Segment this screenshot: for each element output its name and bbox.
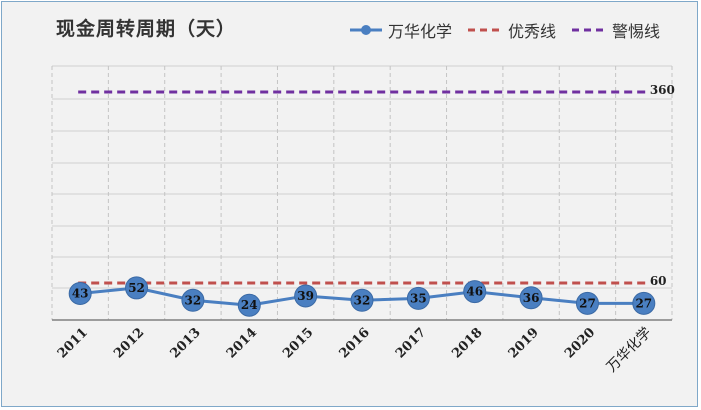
excellent-line-end-label: 60 [650, 274, 667, 288]
legend-line-marker-swatch [350, 25, 382, 35]
x-tick-label-4: 2015 [280, 325, 316, 361]
data-label-0: 43 [72, 286, 89, 300]
warning-line-end-label: 360 [650, 83, 675, 97]
data-label-4: 39 [297, 289, 314, 303]
x-tick-label-5: 2016 [337, 325, 373, 361]
data-point-2 [181, 288, 205, 312]
x-tick-label-8: 2019 [506, 325, 542, 361]
x-tick-label-2: 2013 [168, 325, 204, 361]
data-point-7 [463, 280, 487, 304]
x-tick-label-10: 万华化学 [604, 325, 655, 376]
x-tick-label-0: 2011 [55, 325, 91, 361]
data-point-0 [68, 281, 92, 305]
data-point-8 [519, 286, 543, 310]
data-point-4 [294, 284, 318, 308]
data-point-10 [632, 291, 656, 315]
data-label-8: 36 [523, 291, 540, 305]
data-label-5: 32 [354, 293, 371, 307]
chart-title: 现金周转周期（天） [56, 18, 237, 40]
x-tick-label-3: 2014 [224, 325, 260, 361]
legend-item-main-series: 万华化学 [350, 18, 452, 42]
x-tick-label-6: 2017 [393, 325, 429, 361]
data-point-1 [125, 276, 149, 300]
legend-item-excellent-line: 优秀线 [468, 18, 556, 42]
data-label-1: 52 [128, 281, 145, 295]
x-tick-label-1: 2012 [111, 325, 147, 361]
data-label-10: 27 [635, 296, 652, 310]
x-tick-label-7: 2018 [449, 325, 485, 361]
legend-red-dash-swatch [468, 28, 503, 32]
legend-label-main-series: 万华化学 [388, 22, 453, 41]
data-label-3: 24 [241, 298, 258, 312]
data-label-9: 27 [579, 296, 596, 310]
legend-purple-dash-swatch [572, 28, 607, 32]
data-label-6: 35 [410, 291, 427, 305]
data-label-2: 32 [185, 293, 202, 307]
chart-legend: 万华化学 优秀线 警惕线 [350, 18, 660, 42]
legend-item-warning-line: 警惕线 [572, 18, 660, 42]
data-point-5 [350, 288, 374, 312]
legend-label-warning-line: 警惕线 [612, 22, 661, 41]
data-point-3 [237, 293, 261, 317]
data-label-7: 46 [466, 285, 483, 299]
x-tick-label-9: 2020 [562, 325, 598, 361]
data-point-9 [575, 291, 599, 315]
data-point-6 [406, 286, 430, 310]
legend-label-excellent-line: 优秀线 [508, 22, 557, 41]
